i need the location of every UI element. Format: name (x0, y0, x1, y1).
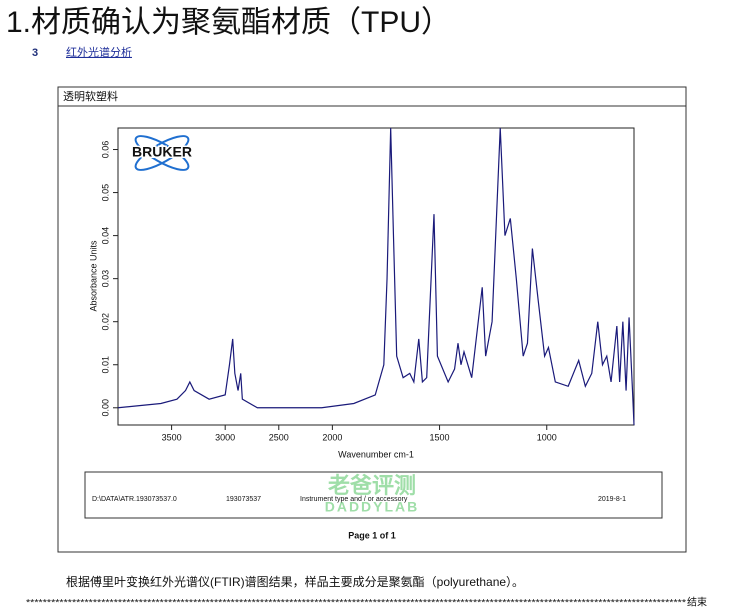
y-tick-label: 0.01 (100, 356, 110, 374)
page-number: Page 1 of 1 (348, 530, 396, 540)
footer-table (84, 471, 663, 519)
y-tick-label: 0.06 (100, 141, 110, 159)
plot-frame (117, 127, 635, 426)
x-axis-label: Wavenumber cm-1 (338, 449, 414, 459)
sample-label: 透明软塑料 (63, 89, 118, 103)
logo-text: BRUKER (132, 144, 192, 160)
footer-date: 2019-8-1 (598, 496, 626, 503)
separator: ****************************************… (26, 597, 687, 607)
watermark-cn: 老爸评测 (327, 473, 416, 498)
x-tick-label: 3000 (215, 432, 235, 442)
spectrum-line (117, 127, 635, 426)
footer-instrument: Instrument type and / or accessory (300, 496, 408, 503)
x-tick-label: 2000 (322, 432, 342, 442)
x-tick-label: 1000 (537, 432, 557, 442)
x-tick-label: 1500 (430, 432, 450, 442)
footer-path: D:\DATA\ATR.193073537.0 (92, 496, 177, 503)
chart: 3500 3000 2500 2000 1500 1000 0.00 0.01 0.02 0.03… (100, 127, 635, 442)
y-tick-label: 0.02 (100, 313, 110, 331)
y-tick-label: 0.04 (100, 227, 110, 245)
watermark-en: DADDYLAB (325, 499, 420, 515)
logo-orbit (134, 135, 190, 171)
page-title: 1.材质确认为聚氨酯材质（TPU） (6, 6, 451, 39)
section-number: 3 (32, 47, 38, 59)
footer-id: 193073537 (226, 496, 261, 503)
y-tick-label: 0.05 (100, 184, 110, 202)
report-frame (57, 86, 687, 553)
y-axis-label: Absorbance Units (88, 240, 98, 312)
section-title[interactable]: 红外光谱分析 (66, 45, 132, 59)
logo-orbit (134, 135, 190, 171)
x-tick-label: 3500 (162, 432, 182, 442)
bruker-logo: BRUKER (131, 135, 193, 171)
x-tick-label: 2500 (269, 432, 289, 442)
conclusion: 根据傅里叶变换红外光谱仪(FTIR)谱图结果，样品主要成分是聚氨酯（polyur… (66, 574, 524, 589)
y-tick-label: 0.03 (100, 270, 110, 288)
end-mark: 结束 (687, 596, 707, 609)
y-tick-label: 0.00 (100, 399, 110, 417)
